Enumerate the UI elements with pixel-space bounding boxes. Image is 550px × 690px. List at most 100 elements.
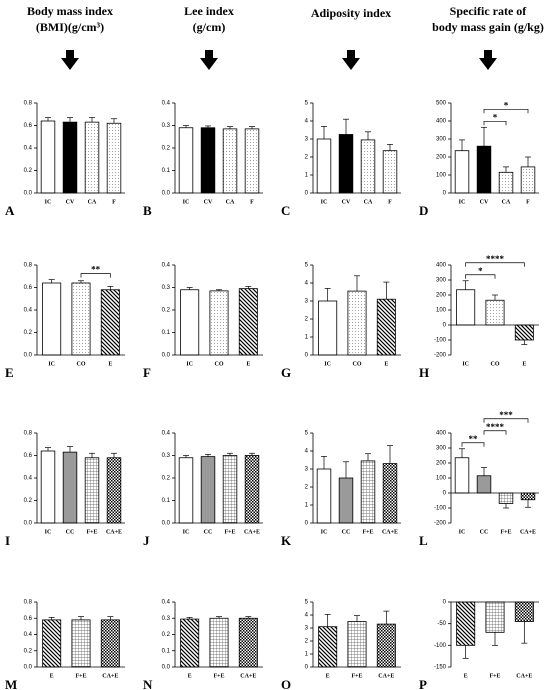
y-tick-label: 0.0 — [24, 521, 33, 527]
y-tick-label: 0.8 — [24, 101, 33, 107]
panel: -150 -100 -50 0 E F+E CA+E P — [419, 600, 539, 690]
y-tick-label: 0 — [443, 191, 447, 197]
x-tick-label: CC — [342, 529, 351, 535]
x-tick-label: IC — [321, 529, 328, 535]
x-tick-label: CV — [480, 199, 489, 205]
y-tick-label: 0.4 — [162, 431, 171, 437]
bar — [338, 477, 354, 524]
x-tick-label: F — [526, 199, 530, 205]
y-tick-label: 0.4 — [24, 632, 33, 638]
y-tick-label: 0.4 — [162, 600, 171, 606]
significance-label: ** — [91, 265, 101, 275]
bar — [106, 122, 122, 194]
x-tick-label: F+E — [351, 673, 362, 679]
y-tick-label: 2 — [305, 485, 309, 491]
arrows — [61, 50, 497, 70]
y-tick-label: 0.0 — [162, 191, 171, 197]
y-tick-label: 0.3 — [162, 616, 171, 622]
y-tick-label: 0.2 — [24, 498, 33, 504]
x-tick-label: CA+E — [102, 673, 118, 679]
bar — [62, 451, 78, 524]
bar — [84, 121, 100, 194]
y-tick-label: 0.6 — [24, 453, 33, 459]
panel: 0 1 2 3 4 5 IC CV CA F C — [281, 101, 401, 218]
bar — [476, 475, 492, 494]
y-tick-label: -100 — [434, 506, 447, 512]
bar — [316, 138, 332, 194]
bar — [338, 134, 354, 194]
column-header: (BMI)(g/cm³) — [36, 20, 104, 34]
y-tick-label: 0.8 — [24, 263, 33, 269]
panel: 0.0 0.1 0.2 0.3 0.4 IC CC F+E CA+E J — [143, 431, 263, 548]
y-tick-label: 0 — [305, 191, 309, 197]
bar — [485, 601, 505, 633]
column-header: (g/cm) — [193, 20, 226, 34]
panel-letter: L — [419, 533, 428, 548]
y-tick-label: 0 — [305, 521, 309, 527]
y-tick-label: -200 — [434, 353, 447, 359]
x-tick-label: CA — [364, 199, 373, 205]
x-tick-label: E — [522, 361, 526, 367]
panel: 0.0 0.1 0.2 0.3 0.4 IC CV CA F B — [143, 101, 263, 218]
x-tick-label: F — [112, 199, 116, 205]
bar — [209, 617, 229, 668]
bar — [178, 457, 194, 524]
y-tick-label: 0 — [443, 323, 447, 329]
panel: 0 1 2 3 4 5 E F+E CA+E O — [281, 600, 401, 690]
significance-bracket — [483, 418, 529, 423]
x-tick-label: CA+E — [378, 673, 394, 679]
x-tick-label: CO — [77, 361, 86, 367]
y-tick-label: 2 — [305, 155, 309, 161]
x-tick-label: E — [50, 673, 54, 679]
y-tick-label: 3 — [305, 467, 309, 473]
bar — [222, 128, 238, 194]
x-tick-label: IC — [45, 529, 52, 535]
x-tick-label: IC — [459, 529, 466, 535]
y-tick-label: 1 — [305, 652, 309, 658]
arrow — [200, 50, 218, 70]
significance-label: * — [478, 266, 483, 276]
y-tick-label: 0.4 — [162, 101, 171, 107]
arrow — [479, 50, 497, 70]
y-tick-label: 0 — [443, 491, 447, 497]
y-tick-label: 0.4 — [162, 263, 171, 269]
y-tick-label: 0.1 — [162, 330, 171, 336]
bar — [84, 457, 100, 524]
x-tick-label: F+E — [224, 529, 235, 535]
bar — [376, 623, 396, 668]
x-tick-label: CV — [66, 199, 75, 205]
panel-letter: D — [419, 203, 428, 218]
bar — [514, 324, 534, 341]
y-tick-label: 0.0 — [162, 665, 171, 671]
panel-letter: H — [419, 365, 429, 380]
bar — [40, 120, 56, 194]
y-tick-label: 0.2 — [24, 330, 33, 336]
y-tick-label: 200 — [436, 293, 447, 299]
bar — [100, 619, 120, 668]
x-tick-label: F+E — [489, 673, 500, 679]
y-tick-label: 1 — [305, 173, 309, 179]
x-tick-label: IC — [324, 361, 331, 367]
y-tick-label: 400 — [436, 431, 447, 437]
significance-bracket — [483, 120, 507, 126]
x-tick-label: CC — [204, 529, 213, 535]
x-tick-label: CO — [491, 361, 500, 367]
bar — [71, 619, 91, 668]
significance-label: * — [504, 100, 509, 110]
bar — [382, 463, 398, 524]
significance-bracket — [465, 274, 496, 279]
bar — [498, 492, 514, 504]
y-tick-label: 0.3 — [162, 123, 171, 129]
x-tick-label: CA+E — [240, 673, 256, 679]
bar — [454, 150, 470, 194]
bar — [42, 619, 62, 668]
y-tick-label: 0.0 — [162, 353, 171, 359]
y-tick-label: 0.6 — [24, 123, 33, 129]
panel-letter: J — [143, 533, 150, 548]
y-tick-label: 5 — [305, 431, 309, 437]
panel: -200 -100 0 100 200 300 400 IC CO E H ***** — [419, 254, 539, 380]
y-tick-label: 0.2 — [24, 648, 33, 654]
x-tick-label: F+E — [362, 529, 373, 535]
y-tick-label: 0.6 — [24, 285, 33, 291]
y-tick-label: 200 — [436, 155, 447, 161]
